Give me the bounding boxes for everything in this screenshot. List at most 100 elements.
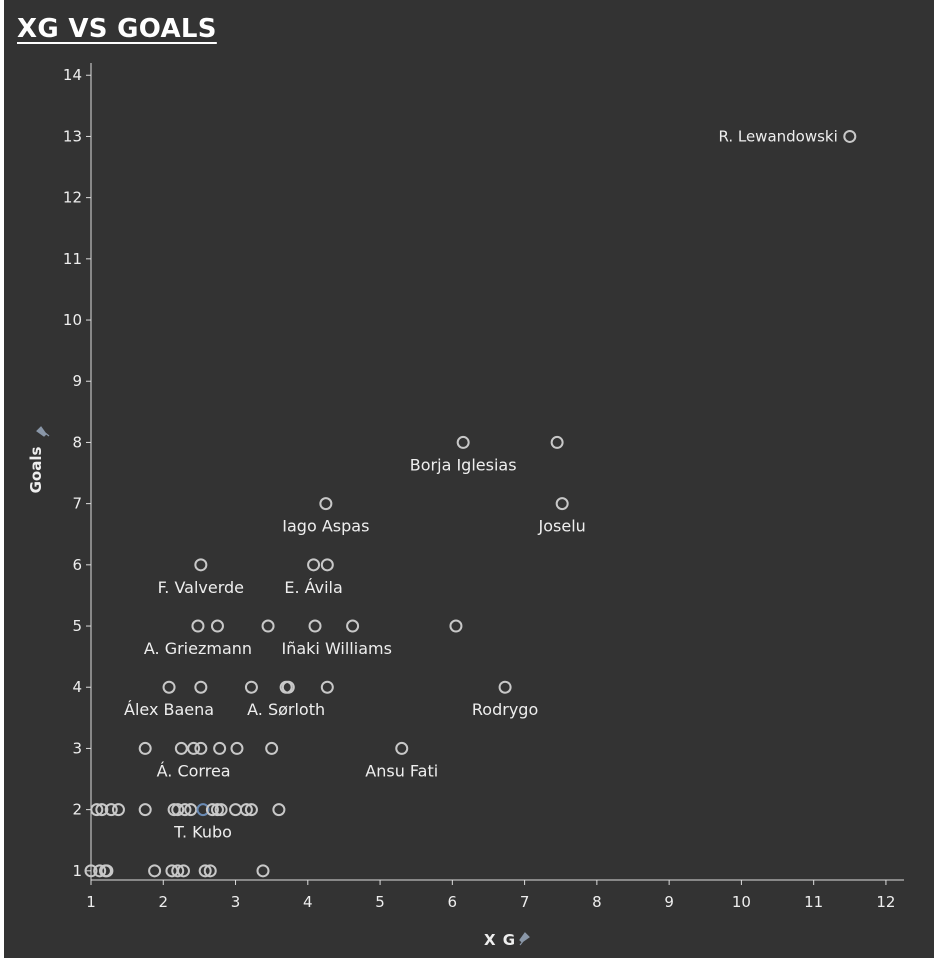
y-axis-title: Goals	[27, 447, 45, 494]
chart-frame: XG VS GOALS	[4, 0, 934, 958]
data-point[interactable]	[244, 803, 258, 817]
data-point[interactable]	[210, 803, 224, 817]
data-label: Á. Correa	[157, 761, 231, 780]
data-point[interactable]	[194, 558, 208, 572]
x-tick-label: 12	[876, 893, 895, 911]
x-tick-label: 7	[520, 893, 530, 911]
data-point[interactable]	[498, 680, 512, 694]
data-point[interactable]	[555, 497, 569, 511]
data-label: R. Lewandowski	[718, 127, 837, 145]
x-tick-label: 5	[375, 893, 385, 911]
x-tick-label: 8	[592, 893, 602, 911]
data-point[interactable]	[90, 803, 104, 817]
data-point[interactable]	[308, 619, 322, 633]
data-point[interactable]	[261, 619, 275, 633]
data-point[interactable]	[272, 803, 286, 817]
pin-icon[interactable]	[519, 932, 530, 946]
x-tick-label: 2	[158, 893, 168, 911]
data-point[interactable]	[213, 741, 227, 755]
y-tick-label: 11	[63, 250, 82, 268]
data-label: Iago Aspas	[282, 517, 369, 536]
y-tick-label: 7	[72, 495, 82, 513]
data-point[interactable]	[84, 864, 98, 878]
data-point[interactable]	[95, 803, 109, 817]
y-tick-label: 13	[63, 127, 82, 145]
data-point[interactable]	[178, 803, 192, 817]
y-tick-label: 4	[72, 678, 82, 696]
data-point[interactable]	[256, 864, 270, 878]
data-point[interactable]	[171, 803, 185, 817]
data-label: Joselu	[538, 517, 586, 536]
data-label: Ansu Fati	[365, 761, 438, 780]
x-axis-title: X G	[484, 931, 516, 949]
data-point[interactable]	[194, 680, 208, 694]
data-label: E. Ávila	[284, 578, 342, 597]
y-tick-label: 14	[63, 66, 82, 84]
data-point[interactable]	[320, 680, 334, 694]
data-label: A. Griezmann	[144, 639, 252, 658]
data-point[interactable]	[281, 680, 295, 694]
data-point[interactable]	[550, 435, 564, 449]
data-point[interactable]	[198, 864, 212, 878]
data-label: A. Sørloth	[247, 700, 325, 719]
data-point[interactable]	[184, 803, 198, 817]
data-point[interactable]	[196, 803, 210, 817]
x-tick-label: 3	[231, 893, 241, 911]
data-point[interactable]	[395, 741, 409, 755]
data-point[interactable]	[843, 129, 857, 143]
y-tick-label: 9	[72, 372, 82, 390]
data-point[interactable]	[187, 741, 201, 755]
y-tick-label: 8	[72, 433, 82, 451]
data-point[interactable]	[229, 803, 243, 817]
x-tick-label: 10	[732, 893, 751, 911]
y-tick-label: 5	[72, 617, 82, 635]
data-point[interactable]	[319, 497, 333, 511]
data-point[interactable]	[456, 435, 470, 449]
data-point[interactable]	[307, 558, 321, 572]
data-point[interactable]	[162, 680, 176, 694]
data-label: T. Kubo	[173, 823, 232, 842]
data-point[interactable]	[177, 864, 191, 878]
pin-icon[interactable]	[36, 426, 50, 437]
data-point[interactable]	[205, 803, 219, 817]
chart-title: XG VS GOALS	[17, 14, 217, 44]
data-point[interactable]	[320, 558, 334, 572]
data-point[interactable]	[203, 864, 217, 878]
data-point[interactable]	[194, 741, 208, 755]
data-point[interactable]	[230, 741, 244, 755]
data-point[interactable]	[93, 864, 107, 878]
data-label: Álex Baena	[124, 700, 214, 719]
y-tick-label: 6	[72, 556, 82, 574]
y-tick-label: 1	[72, 862, 82, 880]
data-point[interactable]	[171, 864, 185, 878]
x-tick-label: 1	[86, 893, 96, 911]
data-label: Rodrygo	[472, 700, 538, 719]
x-tick-label: 6	[448, 893, 458, 911]
x-tick-label: 4	[303, 893, 313, 911]
y-tick-label: 12	[63, 189, 82, 207]
y-tick-label: 3	[72, 739, 82, 757]
data-label: Borja Iglesias	[410, 455, 517, 474]
data-label: F. Valverde	[158, 578, 244, 597]
data-point[interactable]	[265, 741, 279, 755]
data-point[interactable]	[244, 680, 258, 694]
data-point[interactable]	[214, 803, 228, 817]
data-point[interactable]	[191, 619, 205, 633]
x-tick-label: 11	[804, 893, 823, 911]
x-tick-label: 9	[664, 893, 674, 911]
y-tick-label: 2	[72, 801, 82, 819]
data-label: Iñaki Williams	[281, 639, 391, 658]
data-point[interactable]	[239, 803, 253, 817]
data-point[interactable]	[138, 803, 152, 817]
data-point[interactable]	[104, 803, 118, 817]
data-point[interactable]	[111, 803, 125, 817]
data-point[interactable]	[210, 619, 224, 633]
data-point[interactable]	[100, 864, 114, 878]
y-tick-label: 10	[63, 311, 82, 329]
data-point[interactable]	[174, 741, 188, 755]
data-point[interactable]	[346, 619, 360, 633]
data-point[interactable]	[148, 864, 162, 878]
data-point[interactable]	[449, 619, 463, 633]
data-point[interactable]	[138, 741, 152, 755]
